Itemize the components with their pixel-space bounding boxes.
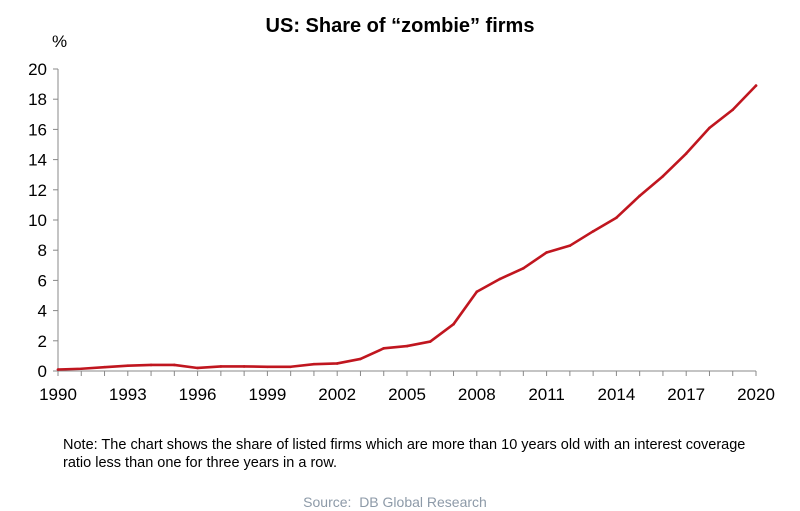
chart-note: Note: The chart shows the share of liste… bbox=[63, 437, 746, 471]
chart-title: US: Share of “zombie” firms bbox=[265, 15, 535, 37]
x-tick-label: 1993 bbox=[109, 385, 147, 404]
x-tick-label: 2020 bbox=[737, 385, 775, 404]
data-point bbox=[242, 365, 246, 368]
series-layer bbox=[56, 84, 758, 371]
data-point bbox=[149, 363, 153, 367]
data-point bbox=[103, 365, 106, 369]
x-tick-label: 2008 bbox=[458, 385, 496, 404]
y-tick-label: 20 bbox=[28, 60, 47, 79]
y-tick-label: 12 bbox=[28, 181, 47, 200]
source-credit: Source: DB Global Research bbox=[303, 494, 487, 510]
y-tick-label: 10 bbox=[28, 211, 47, 230]
x-tick-label: 1996 bbox=[179, 385, 217, 404]
x-tick-label: 2014 bbox=[597, 385, 635, 404]
data-point bbox=[452, 322, 455, 326]
x-tick-label: 2002 bbox=[318, 385, 356, 404]
data-point bbox=[731, 108, 735, 112]
data-point bbox=[126, 364, 130, 368]
data-point bbox=[684, 152, 688, 155]
data-point bbox=[708, 126, 711, 130]
data-point bbox=[382, 347, 386, 350]
y-tick-label: 6 bbox=[38, 271, 47, 290]
y-tick-label: 18 bbox=[28, 90, 47, 109]
y-tick-label: 14 bbox=[28, 151, 47, 170]
data-point bbox=[615, 216, 618, 220]
data-point bbox=[522, 267, 525, 270]
data-point bbox=[638, 194, 641, 198]
data-point bbox=[475, 290, 479, 294]
y-tick-label: 4 bbox=[38, 302, 47, 321]
x-axis: 1990 1993 1996 1999 2002 2005 2008 2011 2014 2017… bbox=[39, 370, 775, 404]
x-tick-label: 2011 bbox=[528, 385, 565, 404]
data-point bbox=[754, 84, 758, 87]
x-tick-label: 2017 bbox=[667, 385, 705, 404]
y-tick-label: 0 bbox=[38, 362, 47, 381]
y-tick-label: 16 bbox=[28, 120, 47, 139]
y-axis: 0 2 4 6 8 10 12 14 16 18 20 bbox=[28, 60, 59, 381]
series-line bbox=[56, 84, 758, 371]
line-chart: % 0 2 4 6 8 10 12 14 16 18 20 1990 1993 1996 1999 2002… bbox=[28, 32, 775, 404]
data-point bbox=[289, 365, 292, 369]
data-point bbox=[359, 357, 362, 361]
y-axis-unit-label: % bbox=[52, 32, 67, 51]
data-point bbox=[312, 362, 316, 366]
data-point bbox=[56, 368, 60, 371]
x-tick-label: 1999 bbox=[248, 385, 286, 404]
data-point bbox=[266, 365, 269, 369]
data-point bbox=[196, 366, 199, 370]
data-point bbox=[568, 244, 572, 247]
y-tick-label: 2 bbox=[38, 332, 47, 351]
data-point bbox=[661, 174, 665, 178]
data-point bbox=[428, 340, 432, 343]
data-point bbox=[591, 230, 595, 233]
x-tick-label: 1990 bbox=[39, 385, 77, 404]
data-point bbox=[405, 344, 409, 348]
data-point bbox=[79, 367, 83, 371]
data-point bbox=[545, 251, 548, 254]
data-point bbox=[219, 365, 223, 368]
x-tick-label: 2005 bbox=[388, 385, 426, 404]
data-point bbox=[335, 362, 339, 365]
data-point bbox=[498, 277, 502, 281]
y-tick-label: 8 bbox=[38, 241, 47, 260]
data-point bbox=[173, 363, 176, 367]
